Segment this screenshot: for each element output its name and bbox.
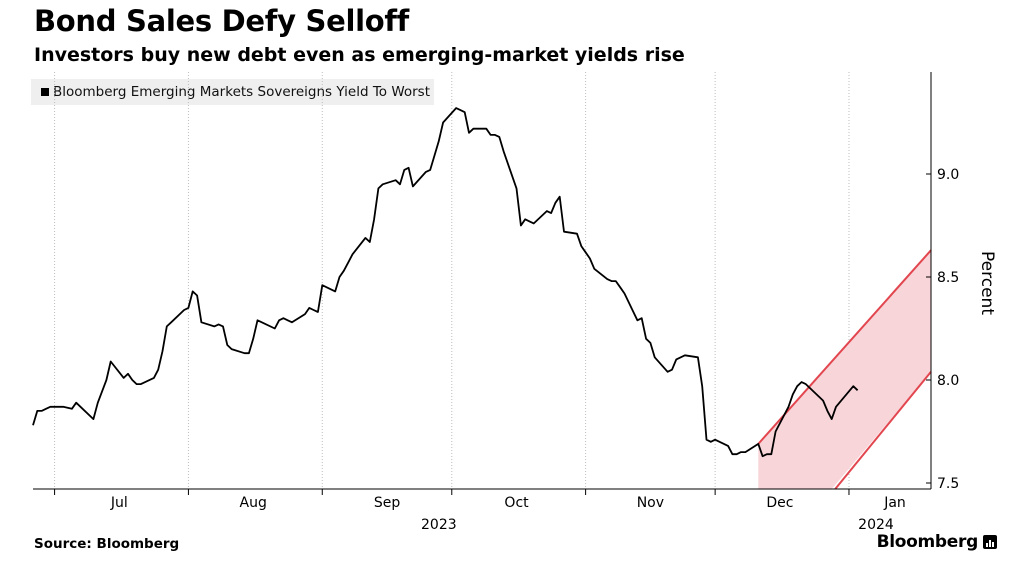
x-year-label-2023: 2023 (421, 517, 457, 533)
channel-upper-line (757, 249, 932, 445)
chart-subtitle: Investors buy new debt even as emerging-… (34, 44, 685, 66)
axes: 7.5 8.0 8.5 9.0 Jul Aug Sep Oct Nov Dec Jan 2023 202… (33, 72, 997, 533)
x-tick-label-oct: Oct (504, 495, 529, 511)
x-tick-label-aug: Aug (240, 495, 267, 511)
x-year-label-2024: 2024 (858, 517, 894, 533)
legend-swatch (41, 88, 49, 96)
x-tick-label-sep: Sep (374, 495, 401, 511)
series-line-em-sovereigns-yield (32, 107, 859, 458)
brand-logo: Bloomberg (877, 532, 997, 552)
chart-title: Bond Sales Defy Selloff (34, 4, 409, 38)
y-axis-title: Percent (977, 251, 997, 315)
bar-chart-icon (983, 535, 997, 549)
y-tick-label: 8.0 (937, 373, 959, 389)
y-tick-label: 8.5 (937, 270, 959, 286)
source-label: Source: Bloomberg (34, 536, 180, 552)
y-tick-label: 9.0 (937, 167, 959, 183)
legend-label: Bloomberg Emerging Markets Sovereigns Yi… (53, 84, 431, 100)
channel-lower-line (834, 371, 932, 490)
x-tick-label-jan: Jan (883, 495, 906, 511)
x-tick-label-jul: Jul (110, 495, 128, 511)
series-group (32, 107, 859, 458)
y-tick-label: 7.5 (937, 476, 959, 492)
trend-channel (757, 249, 932, 490)
legend: Bloomberg Emerging Markets Sovereigns Yi… (31, 79, 434, 105)
x-tick-label-dec: Dec (766, 495, 793, 511)
x-tick-label-nov: Nov (637, 495, 664, 511)
brand-text: Bloomberg (876, 532, 979, 552)
grid-lines (54, 72, 850, 489)
channel-fill (758, 250, 931, 489)
